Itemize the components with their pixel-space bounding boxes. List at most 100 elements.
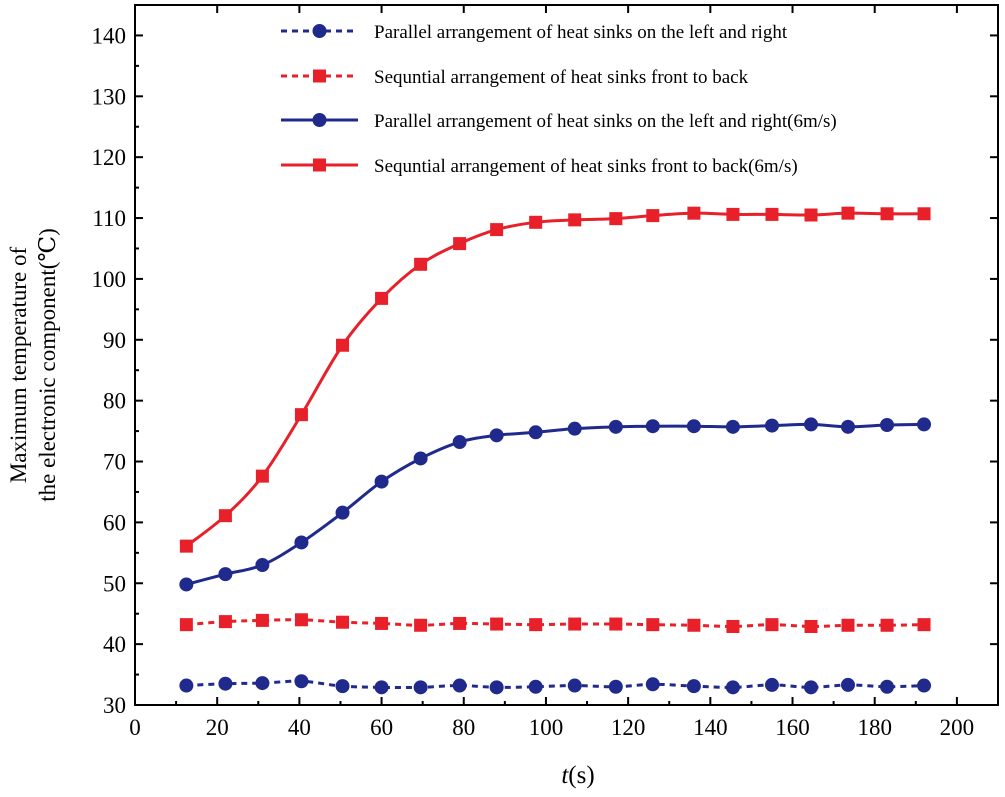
legend-marker [313,158,326,172]
data-point [375,616,389,630]
x-tick-label: 160 [775,715,810,740]
x-tick-label: 60 [370,715,393,740]
legend-marker [312,24,327,38]
data-point [489,680,504,695]
data-point [294,535,309,550]
data-point [804,208,818,222]
data-point [841,419,856,434]
data-point [567,678,582,693]
data-point [726,619,740,633]
x-tick-label: 40 [288,715,311,740]
x-tick-label: 140 [693,715,728,740]
data-point [179,618,193,632]
data-point [375,291,389,305]
y-axis-label: Maximum temperature of the electronic co… [6,228,60,502]
legend-marker [312,113,327,127]
legend-item-4: Sequntial arrangement of heat sinks fron… [281,156,798,177]
data-point [608,419,623,434]
data-point [804,417,819,432]
legend: Parallel arrangement of heat sinks on th… [281,22,837,177]
series-4 [179,206,931,553]
data-point [453,237,467,251]
data-point [255,613,269,627]
data-point [726,207,740,221]
y-tick-label: 80 [103,389,126,414]
data-point [608,679,623,694]
data-point [294,408,308,422]
data-point [413,451,428,466]
data-point [765,618,779,632]
data-point [804,619,818,633]
x-tick-label: 180 [857,715,892,740]
data-point [646,618,660,632]
data-point [765,207,779,221]
data-point [841,618,855,632]
y-tick-label: 130 [92,84,127,109]
series-line [185,422,925,586]
data-point [686,419,701,434]
data-point [567,421,582,436]
data-point [255,469,269,483]
data-point [880,679,895,694]
data-point [218,567,233,582]
data-point [294,613,308,627]
data-point [336,338,350,352]
series-line [185,211,925,548]
data-point [528,425,543,440]
data-point [218,509,232,523]
y-tick-label: 110 [92,206,126,231]
data-point [686,679,701,694]
data-point [609,617,623,631]
data-point [335,505,350,520]
x-tick-label: 0 [129,715,141,740]
data-point [880,418,895,432]
data-point [687,618,701,632]
data-point [568,617,582,631]
legend-label: Sequntial arrangement of heat sinks fron… [374,156,798,177]
legend-label: Sequntial arrangement of heat sinks fron… [374,67,749,88]
y-tick-label: 40 [103,632,126,657]
data-point [841,677,856,692]
data-point [687,206,701,220]
series-3 [179,417,932,592]
data-point [917,618,931,632]
y-tick-label: 120 [92,145,127,170]
data-point [218,615,232,629]
legend-item-3: Parallel arrangement of heat sinks on th… [281,111,837,132]
data-point [529,215,543,229]
y-axis-label-line-2: the electronic component(℃) [35,228,60,502]
legend-item-2: Sequntial arrangement of heat sinks fron… [281,67,749,88]
data-point [255,676,270,691]
data-point [764,677,779,692]
data-point [804,680,819,695]
x-axis-label-variable: t [561,762,569,789]
data-point [452,678,467,693]
data-point [336,615,350,629]
data-point [528,679,543,694]
data-point [452,435,467,450]
y-tick-label: 100 [92,267,127,292]
data-point [294,674,309,689]
data-point [374,680,389,695]
data-point [646,209,660,223]
y-tick-label: 70 [103,450,126,475]
data-point [764,418,779,433]
data-point [453,616,467,630]
data-point [179,577,194,592]
legend-item-1: Parallel arrangement of heat sinks on th… [281,22,788,43]
y-axis-label-line-1: Maximum temperature of [6,247,31,484]
data-point [725,419,740,434]
legend-label: Parallel arrangement of heat sinks on th… [374,22,788,43]
y-tick-label: 140 [92,23,127,48]
data-point [917,417,932,432]
y-tick-label: 90 [103,328,126,353]
x-tick-label: 120 [611,715,646,740]
x-tick-label: 80 [452,715,475,740]
data-point [841,206,855,220]
data-point [489,428,504,443]
y-tick-label: 30 [103,693,126,718]
data-point [490,617,504,631]
y-tick-label: 60 [103,510,126,535]
data-point [490,223,504,237]
